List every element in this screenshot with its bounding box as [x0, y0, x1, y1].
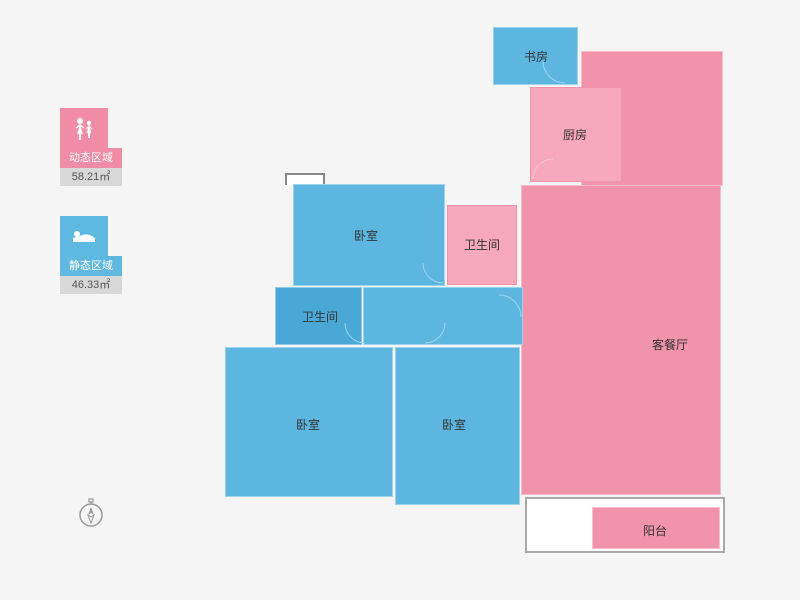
balcony-label: 阳台 [643, 522, 667, 539]
room-balcony: 阳台 [592, 507, 720, 549]
study-label: 书房 [524, 48, 548, 65]
bedroom2-label: 卧室 [296, 416, 320, 433]
legend-static-value: 46.33㎡ [60, 276, 122, 294]
people-icon [60, 108, 108, 148]
bedroom3-label: 卧室 [442, 416, 466, 433]
room-study: 书房 [493, 27, 578, 85]
legend-dynamic: 动态区域 58.21㎡ [60, 108, 122, 186]
bathroom2-label: 卫生间 [302, 308, 338, 325]
room-bathroom1: 卫生间 [447, 205, 517, 285]
bedroom1-label: 卧室 [354, 227, 378, 244]
legend-dynamic-value: 58.21㎡ [60, 168, 122, 186]
kitchen-label: 厨房 [563, 126, 587, 143]
room-bedroom1: 卧室 [293, 184, 445, 286]
room-kitchen: 厨房 [530, 87, 622, 182]
rest-icon [60, 216, 108, 256]
legend-static-label: 静态区域 [60, 256, 122, 276]
room-bedroom3: 卧室 [395, 347, 520, 505]
legend-dynamic-label: 动态区域 [60, 148, 122, 168]
room-living: 客餐厅 [521, 185, 721, 495]
bathroom1-label: 卫生间 [464, 236, 500, 253]
room-bedroom2: 卧室 [225, 347, 393, 497]
room-bathroom2: 卫生间 [275, 287, 362, 345]
legend-static: 静态区域 46.33㎡ [60, 216, 122, 294]
corridor [363, 287, 523, 345]
compass-icon [76, 495, 106, 534]
floorplan: 客餐厅 书房 厨房 卧室 卫生间 卫生间 卧室 卧室 阳台 [225, 27, 723, 570]
legend: 动态区域 58.21㎡ 静态区域 46.33㎡ [60, 108, 122, 324]
living-label: 客餐厅 [652, 336, 688, 353]
